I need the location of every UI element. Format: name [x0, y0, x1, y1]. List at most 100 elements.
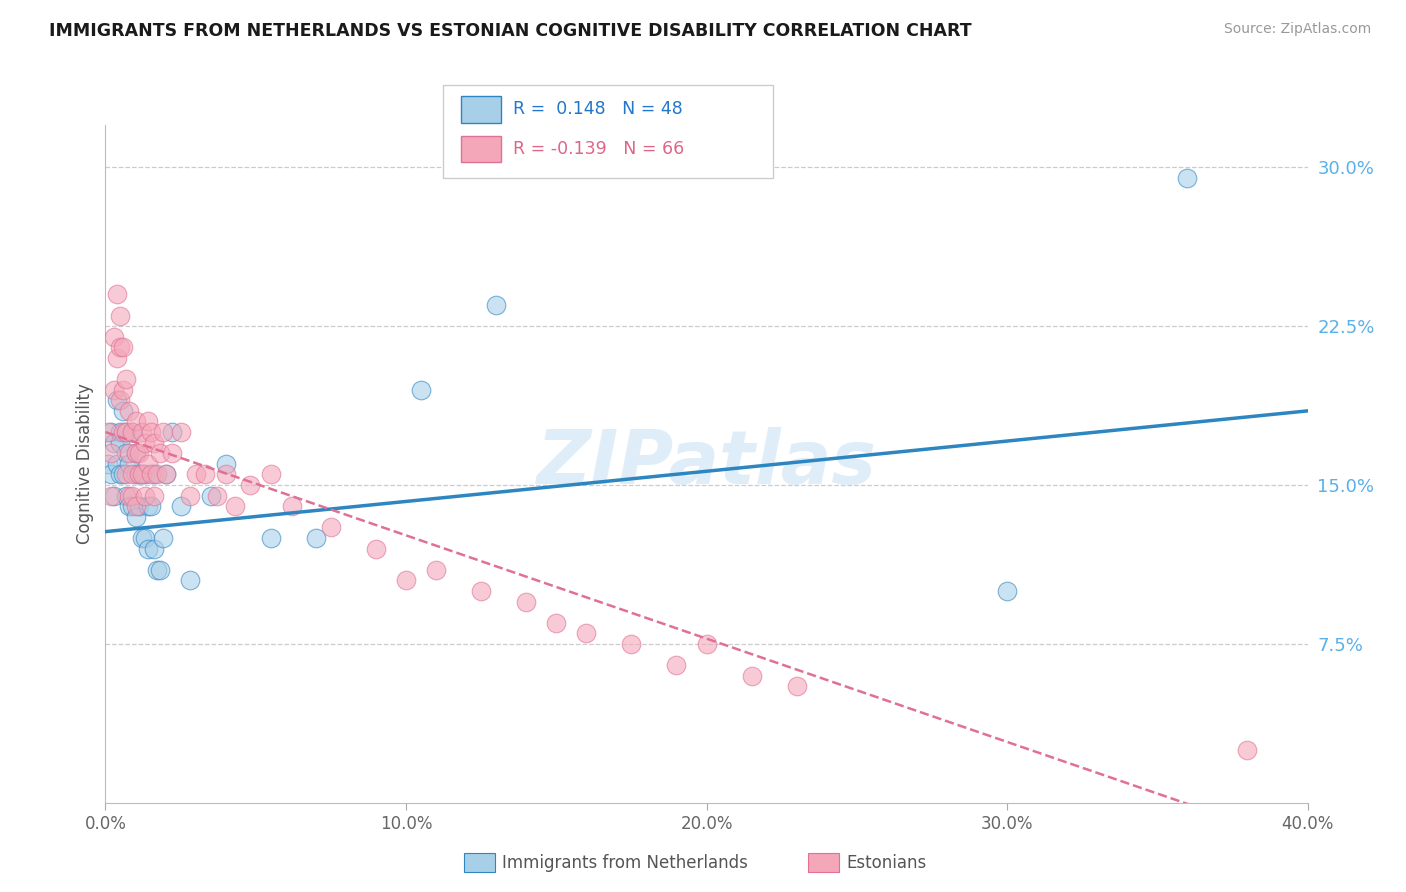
Point [179, 574, 201, 588]
Point [107, 457, 129, 471]
Point [696, 637, 718, 651]
Point [131, 531, 153, 545]
Point [128, 467, 150, 482]
Point [124, 509, 146, 524]
Point [145, 467, 167, 482]
Point [97, 425, 120, 439]
Point [103, 383, 125, 397]
Point [160, 425, 183, 439]
Point [142, 489, 165, 503]
Point [145, 563, 167, 577]
Point [107, 351, 129, 365]
Point [115, 372, 138, 386]
Point [128, 467, 150, 482]
Point [139, 467, 162, 482]
Point [134, 531, 156, 545]
Point [155, 467, 177, 482]
Point [152, 425, 174, 439]
Point [124, 467, 146, 482]
Point [112, 383, 135, 397]
Point [118, 404, 141, 418]
Point [118, 500, 141, 514]
Text: IMMIGRANTS FROM NETHERLANDS VS ESTONIAN COGNITIVE DISABILITY CORRELATION CHART: IMMIGRANTS FROM NETHERLANDS VS ESTONIAN … [49, 22, 972, 40]
Point [194, 467, 217, 482]
Point [169, 425, 191, 439]
Point [100, 489, 122, 503]
Point [786, 679, 808, 693]
Point [184, 467, 207, 482]
Point [131, 467, 153, 482]
Point [110, 435, 132, 450]
Point [205, 489, 228, 503]
Point [124, 446, 146, 460]
Point [179, 489, 201, 503]
Point [425, 563, 447, 577]
Point [100, 425, 122, 439]
Text: Source: ZipAtlas.com: Source: ZipAtlas.com [1223, 22, 1371, 37]
Point [110, 425, 132, 439]
Point [121, 425, 143, 439]
Point [395, 574, 418, 588]
Point [515, 594, 537, 608]
Point [281, 500, 304, 514]
Point [118, 489, 141, 503]
Point [995, 584, 1018, 599]
Point [112, 467, 135, 482]
Point [112, 340, 135, 354]
Text: R =  0.148   N = 48: R = 0.148 N = 48 [513, 100, 683, 118]
Point [112, 404, 135, 418]
Point [118, 446, 141, 460]
Text: Immigrants from Netherlands: Immigrants from Netherlands [502, 854, 748, 871]
Point [131, 467, 153, 482]
Point [128, 446, 150, 460]
Point [409, 383, 432, 397]
Point [152, 531, 174, 545]
Point [128, 500, 150, 514]
Point [121, 467, 143, 482]
Point [110, 467, 132, 482]
Point [100, 446, 122, 460]
Point [131, 425, 153, 439]
Text: ZIPatlas: ZIPatlas [537, 427, 876, 500]
Point [134, 435, 156, 450]
Point [121, 425, 143, 439]
Point [134, 489, 156, 503]
Point [134, 467, 156, 482]
Point [260, 531, 283, 545]
Point [148, 446, 170, 460]
Point [115, 425, 138, 439]
Point [136, 500, 159, 514]
Point [214, 457, 236, 471]
Point [364, 541, 387, 556]
Point [200, 489, 222, 503]
Point [110, 309, 132, 323]
Point [169, 500, 191, 514]
Point [118, 457, 141, 471]
Point [136, 457, 159, 471]
Y-axis label: Cognitive Disability: Cognitive Disability [76, 384, 94, 544]
Point [124, 415, 146, 429]
Point [142, 435, 165, 450]
Point [485, 298, 508, 312]
Point [1236, 743, 1258, 757]
Text: R = -0.139   N = 66: R = -0.139 N = 66 [513, 140, 685, 158]
Point [100, 467, 122, 482]
Point [305, 531, 328, 545]
Point [110, 340, 132, 354]
Point [139, 500, 162, 514]
Point [319, 520, 342, 534]
Point [124, 446, 146, 460]
Point [103, 330, 125, 344]
Point [110, 393, 132, 408]
Point [546, 615, 568, 630]
Point [136, 541, 159, 556]
Point [665, 658, 688, 673]
Point [115, 489, 138, 503]
Point [148, 563, 170, 577]
Point [115, 446, 138, 460]
Point [112, 425, 135, 439]
Point [214, 467, 236, 482]
Point [103, 489, 125, 503]
Point [107, 287, 129, 301]
Point [103, 435, 125, 450]
